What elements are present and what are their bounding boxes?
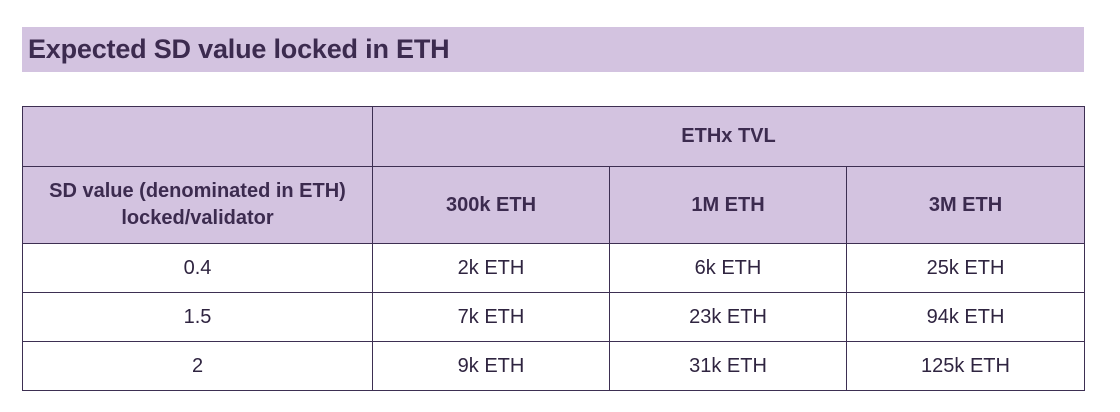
sd-value-table: ETHx TVL SD value (denominated in ETH) l… (22, 106, 1086, 391)
table-row: 2 9k ETH 31k ETH 125k ETH (22, 341, 1086, 391)
page-title: Expected SD value locked in ETH (28, 34, 450, 64)
value-cell: 7k ETH (372, 292, 610, 342)
value-cell: 9k ETH (372, 341, 610, 391)
value-cell: 94k ETH (845, 292, 1086, 342)
row-label-cell: 1.5 (22, 292, 373, 342)
row-label-header: SD value (denominated in ETH) locked/val… (22, 166, 373, 244)
table-row: 1.5 7k ETH 23k ETH 94k ETH (22, 292, 1086, 342)
value-cell: 6k ETH (609, 243, 847, 293)
value-cell: 25k ETH (845, 243, 1086, 293)
column-header: 300k ETH (372, 166, 610, 244)
title-banner: Expected SD value locked in ETH (22, 27, 1084, 72)
row-label-cell: 0.4 (22, 243, 373, 293)
value-cell: 125k ETH (845, 341, 1086, 391)
table-row: 0.4 2k ETH 6k ETH 25k ETH (22, 243, 1086, 293)
column-header: 1M ETH (609, 166, 847, 244)
value-cell: 31k ETH (609, 341, 847, 391)
group-header-ethx-tvl: ETHx TVL (371, 106, 1086, 167)
column-header: 3M ETH (845, 166, 1086, 244)
empty-corner-cell (22, 106, 373, 167)
value-cell: 2k ETH (372, 243, 610, 293)
value-cell: 23k ETH (609, 292, 847, 342)
row-label-cell: 2 (22, 341, 373, 391)
